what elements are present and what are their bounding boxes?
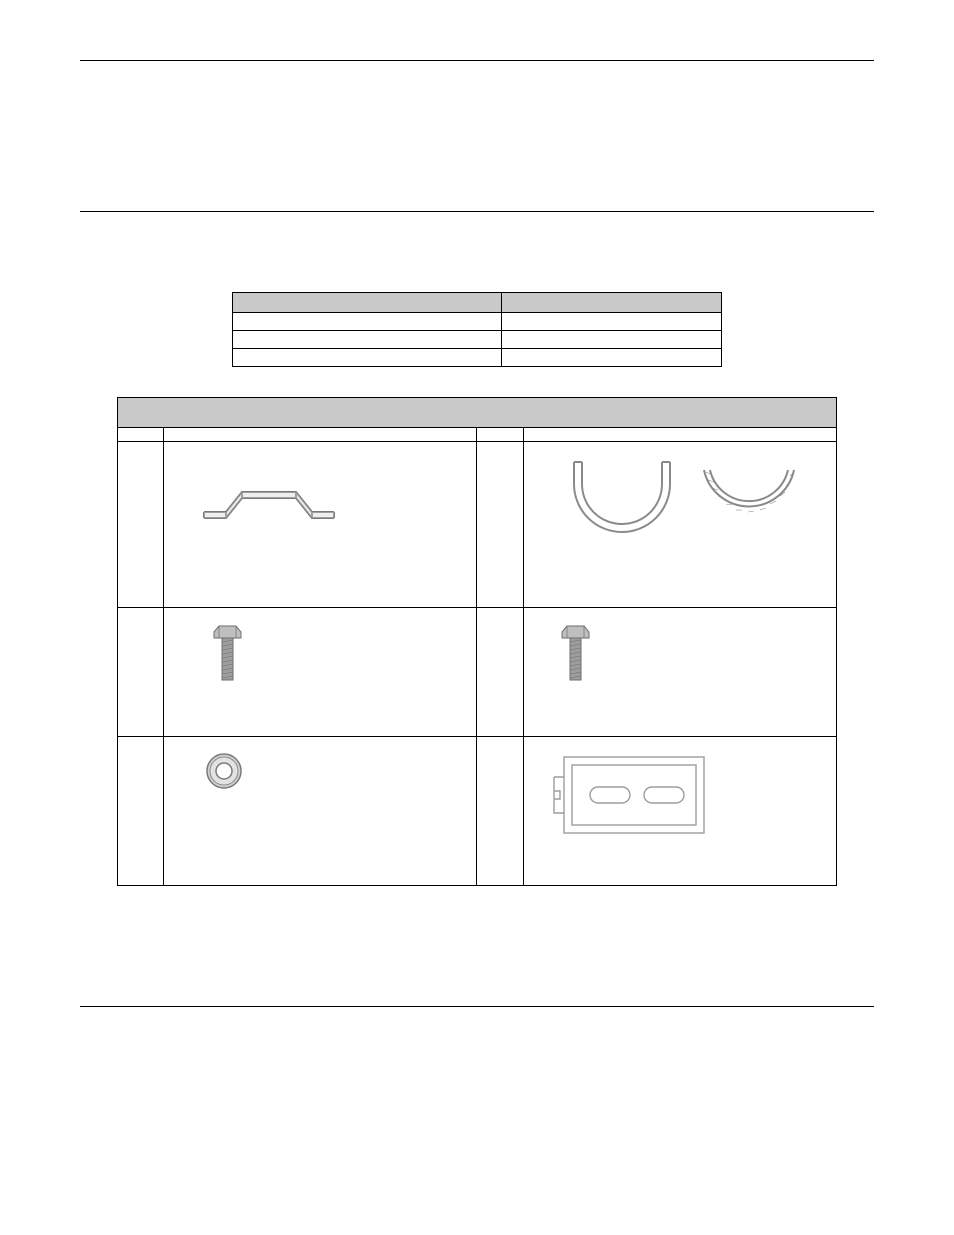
specs-header-right	[501, 293, 721, 313]
parts-subhead-qty	[118, 428, 164, 442]
specs-table	[232, 292, 722, 367]
hex-bolt-icon	[524, 608, 836, 736]
u-bolt-icon	[524, 442, 836, 607]
parts-qty-cell	[476, 442, 523, 608]
footer-rule	[80, 1006, 874, 1007]
specs-cell	[501, 313, 721, 331]
parts-qty-cell	[118, 442, 164, 608]
slotted-plate-icon	[524, 737, 836, 885]
specs-header-left	[233, 293, 502, 313]
parts-subhead-item	[523, 428, 836, 442]
specs-header-row	[233, 293, 722, 313]
parts-qty-cell	[476, 608, 523, 737]
parts-item-cell	[163, 737, 476, 886]
parts-qty-cell	[476, 737, 523, 886]
parts-item-cell	[163, 442, 476, 608]
parts-table	[117, 397, 837, 886]
parts-row-3	[118, 737, 837, 886]
hex-bolt-icon	[164, 608, 476, 736]
parts-row-2	[118, 608, 837, 737]
parts-qty-cell	[118, 737, 164, 886]
washer-icon	[164, 737, 476, 885]
specs-row-1	[233, 313, 722, 331]
specs-row-3	[233, 349, 722, 367]
specs-cell	[233, 349, 502, 367]
specs-cell	[501, 349, 721, 367]
parts-header	[118, 398, 837, 428]
parts-subhead-qty	[476, 428, 523, 442]
specs-row-2	[233, 331, 722, 349]
specs-cell	[233, 331, 502, 349]
parts-item-cell	[523, 737, 836, 886]
specs-cell	[501, 331, 721, 349]
top-rule	[80, 60, 874, 61]
specs-cell	[233, 313, 502, 331]
page	[0, 0, 954, 1047]
parts-subheader-row	[118, 428, 837, 442]
parts-qty-cell	[118, 608, 164, 737]
parts-item-cell	[523, 442, 836, 608]
parts-item-cell	[523, 608, 836, 737]
parts-item-cell	[163, 608, 476, 737]
section-rule	[80, 211, 874, 212]
bracket-strap-icon	[164, 442, 476, 607]
parts-row-1	[118, 442, 837, 608]
parts-header-row	[118, 398, 837, 428]
parts-subhead-item	[163, 428, 476, 442]
